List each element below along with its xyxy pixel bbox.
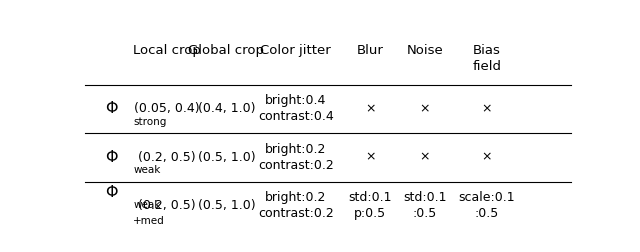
Text: Bias
field: Bias field	[472, 44, 501, 73]
Text: ×: ×	[481, 151, 492, 164]
Text: Φ: Φ	[105, 185, 117, 200]
Text: (0.5, 1.0): (0.5, 1.0)	[198, 151, 255, 164]
Text: Φ: Φ	[105, 150, 117, 165]
Text: std:0.1
p:0.5: std:0.1 p:0.5	[348, 191, 392, 220]
Text: ×: ×	[481, 102, 492, 115]
Text: strong: strong	[133, 117, 166, 127]
Text: Blur: Blur	[356, 44, 383, 57]
Text: Local crop: Local crop	[133, 44, 201, 57]
Text: bright:0.2
contrast:0.2: bright:0.2 contrast:0.2	[258, 143, 333, 172]
Text: (0.2, 0.5): (0.2, 0.5)	[138, 199, 196, 212]
Text: ×: ×	[365, 151, 376, 164]
Text: (0.2, 0.5): (0.2, 0.5)	[138, 151, 196, 164]
Text: std:0.1
:0.5: std:0.1 :0.5	[403, 191, 447, 220]
Text: (0.5, 1.0): (0.5, 1.0)	[198, 199, 255, 212]
Text: Φ: Φ	[105, 101, 117, 116]
Text: weak: weak	[133, 200, 161, 210]
Text: Global crop: Global crop	[188, 44, 264, 57]
Text: +med: +med	[133, 215, 165, 226]
Text: bright:0.2
contrast:0.2: bright:0.2 contrast:0.2	[258, 191, 333, 220]
Text: bright:0.4
contrast:0.4: bright:0.4 contrast:0.4	[258, 94, 333, 123]
Text: Color jitter: Color jitter	[260, 44, 331, 57]
Text: ×: ×	[365, 102, 376, 115]
Text: Noise: Noise	[406, 44, 443, 57]
Text: ×: ×	[419, 102, 430, 115]
Text: weak: weak	[133, 165, 161, 175]
Text: ×: ×	[419, 151, 430, 164]
Text: (0.05, 0.4): (0.05, 0.4)	[134, 102, 200, 115]
Text: scale:0.1
:0.5: scale:0.1 :0.5	[458, 191, 515, 220]
Text: (0.4, 1.0): (0.4, 1.0)	[198, 102, 255, 115]
